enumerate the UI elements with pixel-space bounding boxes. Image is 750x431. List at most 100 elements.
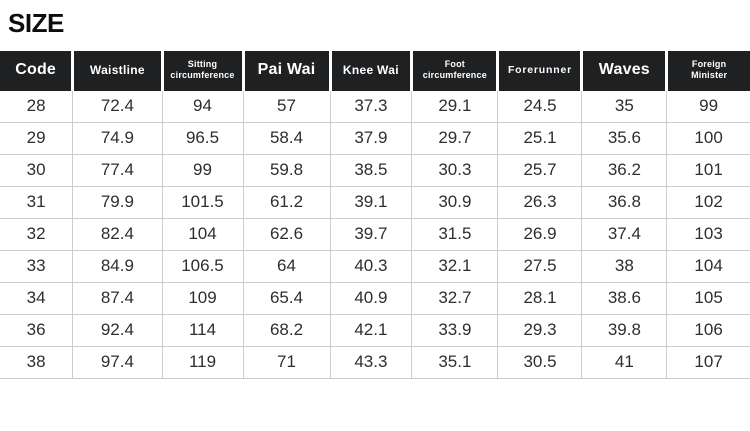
column-header-code: Code: [0, 51, 73, 91]
table-cell: 40.9: [329, 281, 413, 315]
column-header-forerunner: Forerunner: [496, 51, 582, 91]
table-cell: 106: [666, 313, 750, 347]
table-cell: 99: [666, 89, 750, 123]
table-cell: 34: [0, 281, 74, 315]
table-cell: 68.2: [242, 313, 331, 347]
column-header-foot-circumference: Foot circumference: [410, 51, 498, 91]
table-cell: 72.4: [72, 89, 163, 123]
table-cell: 37.9: [329, 121, 413, 155]
table-cell: 96.5: [161, 121, 244, 155]
table-cell: 94: [161, 89, 244, 123]
column-header-sitting-circumference: Sitting circumference: [160, 51, 243, 91]
table-cell: 74.9: [72, 121, 163, 155]
table-cell: 103: [666, 217, 750, 251]
table-cell: 33: [0, 249, 74, 283]
table-cell: 39.7: [329, 217, 413, 251]
table-cell: 92.4: [72, 313, 163, 347]
table-header: Code Waistline Sitting circumference Pai Wa…: [0, 51, 750, 91]
table-cell: 42.1: [329, 313, 413, 347]
table-cell: 82.4: [72, 217, 163, 251]
table-cell: 30.9: [411, 185, 499, 219]
table-cell: 99: [161, 153, 244, 187]
size-chart-table: Code Waistline Sitting circumference Pai Wa…: [0, 51, 750, 379]
table-cell: 32.7: [411, 281, 499, 315]
table-row: 30 77.4 99 59.8 38.5 30.3 25.7 36.2 101: [0, 153, 750, 187]
table-cell: 35.1: [411, 345, 499, 379]
table-cell: 114: [161, 313, 244, 347]
table-cell: 26.9: [497, 217, 583, 251]
table-cell: 58.4: [242, 121, 331, 155]
table-cell: 61.2: [242, 185, 331, 219]
table-cell: 31: [0, 185, 74, 219]
table-cell: 36.8: [581, 185, 668, 219]
table-cell: 25.7: [497, 153, 583, 187]
table-row: 31 79.9 101.5 61.2 39.1 30.9 26.3 36.8 102: [0, 185, 750, 219]
table-cell: 77.4: [72, 153, 163, 187]
table-cell: 31.5: [411, 217, 499, 251]
table-body: 28 72.4 94 57 37.3 29.1 24.5 35 99 29 74.9 96.5 58.4…: [0, 89, 750, 379]
table-row: 32 82.4 104 62.6 39.7 31.5 26.9 37.4 103: [0, 217, 750, 251]
table-cell: 101.5: [161, 185, 244, 219]
table-cell: 105: [666, 281, 750, 315]
table-row: 29 74.9 96.5 58.4 37.9 29.7 25.1 35.6 100: [0, 121, 750, 155]
table-cell: 84.9: [72, 249, 163, 283]
table-cell: 71: [242, 345, 331, 379]
table-cell: 100: [666, 121, 750, 155]
table-cell: 24.5: [497, 89, 583, 123]
table-cell: 101: [666, 153, 750, 187]
table-cell: 38: [581, 249, 668, 283]
table-cell: 25.1: [497, 121, 583, 155]
table-row: 34 87.4 109 65.4 40.9 32.7 28.1 38.6 105: [0, 281, 750, 315]
table-cell: 26.3: [497, 185, 583, 219]
table-cell: 39.8: [581, 313, 668, 347]
table-cell: 57: [242, 89, 331, 123]
table-cell: 119: [161, 345, 244, 379]
page-title: SIZE: [8, 8, 64, 38]
table-cell: 29.3: [497, 313, 583, 347]
table-cell: 41: [581, 345, 668, 379]
table-row: 36 92.4 114 68.2 42.1 33.9 29.3 39.8 106: [0, 313, 750, 347]
table-cell: 38.6: [581, 281, 668, 315]
table-cell: 30.3: [411, 153, 499, 187]
table-cell: 35.6: [581, 121, 668, 155]
table-cell: 104: [161, 217, 244, 251]
table-cell: 33.9: [411, 313, 499, 347]
table-cell: 37.3: [329, 89, 413, 123]
header-row: Code Waistline Sitting circumference Pai Wa…: [0, 51, 750, 91]
table-cell: 102: [666, 185, 750, 219]
table-cell: 39.1: [329, 185, 413, 219]
table-cell: 38.5: [329, 153, 413, 187]
column-header-waistline: Waistline: [71, 51, 162, 91]
table-cell: 27.5: [497, 249, 583, 283]
table-cell: 87.4: [72, 281, 163, 315]
table-cell: 30: [0, 153, 74, 187]
table-cell: 104: [666, 249, 750, 283]
table-cell: 29.1: [411, 89, 499, 123]
column-header-waves: Waves: [580, 51, 667, 91]
table-cell: 65.4: [242, 281, 331, 315]
table-cell: 43.3: [329, 345, 413, 379]
table-cell: 30.5: [497, 345, 583, 379]
table-row: 28 72.4 94 57 37.3 29.1 24.5 35 99: [0, 89, 750, 123]
table-cell: 38: [0, 345, 74, 379]
table-cell: 37.4: [581, 217, 668, 251]
table-row: 38 97.4 119 71 43.3 35.1 30.5 41 107: [0, 345, 750, 379]
table-cell: 35: [581, 89, 668, 123]
table-cell: 32.1: [411, 249, 499, 283]
table-row: 33 84.9 106.5 64 40.3 32.1 27.5 38 104: [0, 249, 750, 283]
table-cell: 28.1: [497, 281, 583, 315]
column-header-knee-wai: Knee Wai: [328, 51, 412, 91]
table-cell: 79.9: [72, 185, 163, 219]
table-cell: 29.7: [411, 121, 499, 155]
table-cell: 28: [0, 89, 74, 123]
column-header-foreign-minister: Foreign Minister: [665, 51, 750, 91]
table-cell: 64: [242, 249, 331, 283]
table-cell: 40.3: [329, 249, 413, 283]
table-cell: 62.6: [242, 217, 331, 251]
table-cell: 29: [0, 121, 74, 155]
column-header-pai-wai: Pai Wai: [241, 51, 330, 91]
table-cell: 106.5: [161, 249, 244, 283]
table-cell: 59.8: [242, 153, 331, 187]
table-cell: 32: [0, 217, 74, 251]
table-cell: 107: [666, 345, 750, 379]
